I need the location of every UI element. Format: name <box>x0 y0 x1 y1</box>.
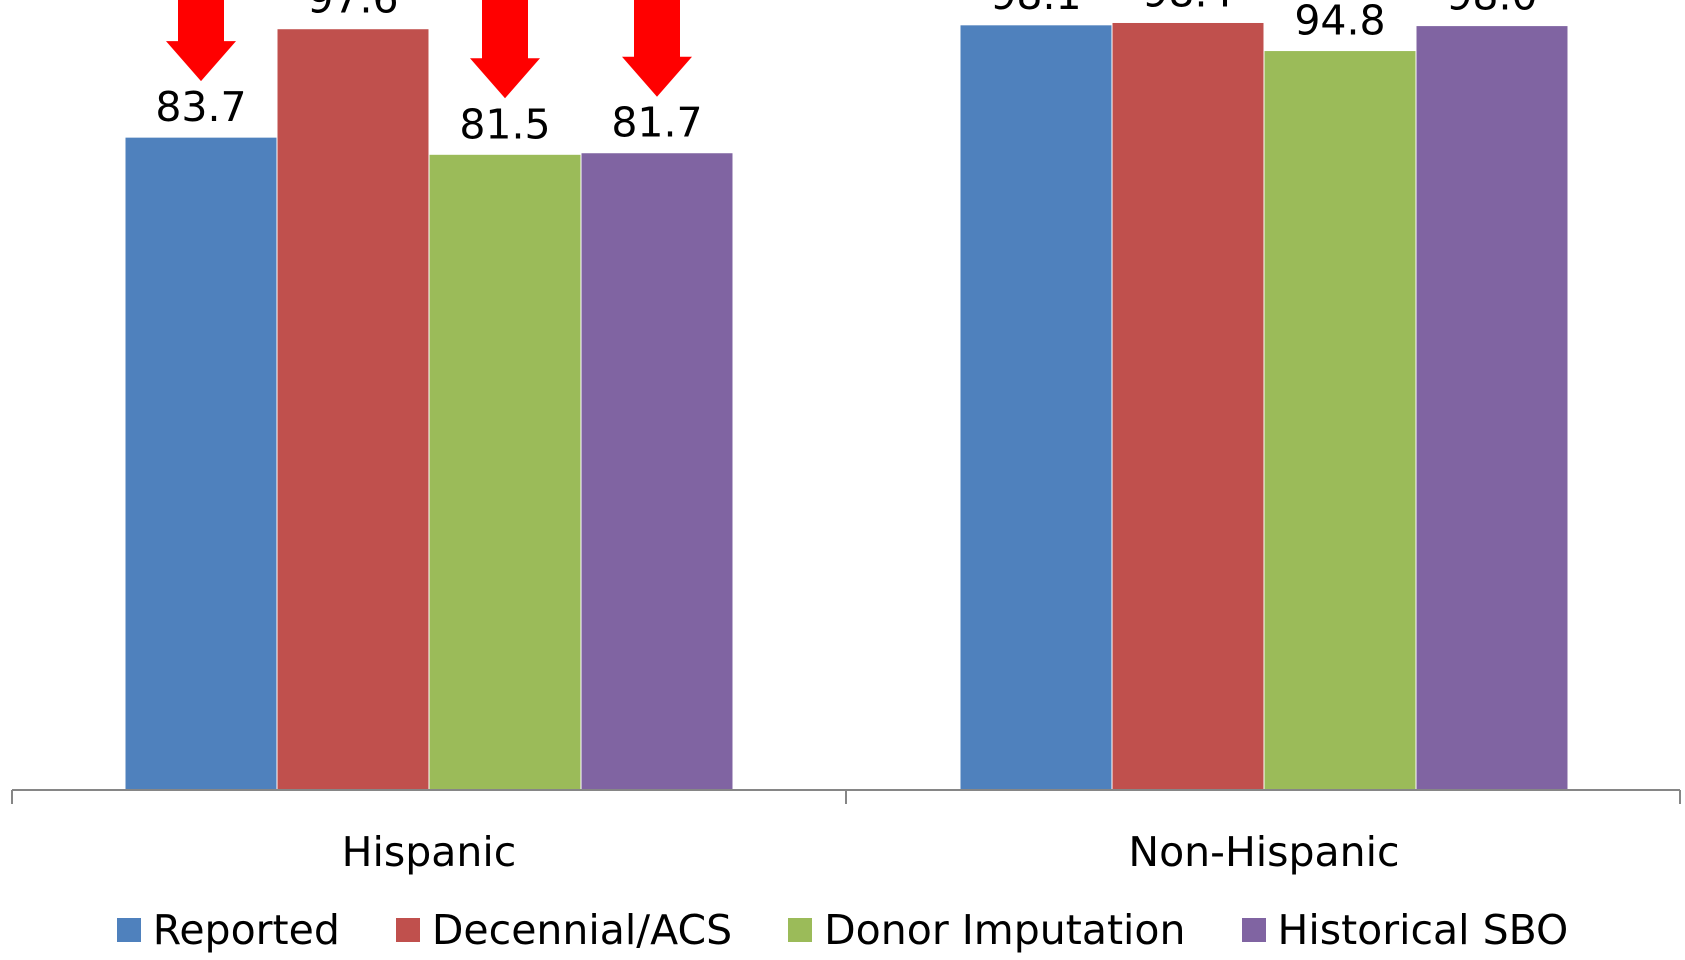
legend-swatch <box>395 918 420 942</box>
x-axis <box>11 789 1681 804</box>
bar-chart: 83.7 97.6 81.5 81.7 98.1 98.4 94.8 98.0 Hispani… <box>11 0 1681 876</box>
data-label: 81.7 <box>611 99 702 147</box>
down-arrow-icon <box>470 0 540 99</box>
bar-reported-non-hispanic <box>959 24 1113 791</box>
legend-item: Reported <box>116 906 340 954</box>
legend-label: Donor Imputation <box>824 906 1186 954</box>
category-label: Non-Hispanic <box>1128 828 1399 876</box>
bars-layer <box>124 21 1569 791</box>
bar-reported-hispanic <box>124 136 278 791</box>
legend-swatch <box>116 918 141 942</box>
legend-swatch <box>1241 918 1266 942</box>
legend-swatch <box>788 918 813 942</box>
data-label: 83.7 <box>155 83 246 131</box>
legend-label: Decennial/ACS <box>431 906 733 954</box>
data-labels-layer: 83.7 97.6 81.5 81.7 98.1 98.4 94.8 98.0 <box>155 0 1537 148</box>
data-label: 97.6 <box>307 0 398 23</box>
bar-donor-imputation-non-hispanic <box>1263 50 1417 791</box>
bar-donor-imputation-hispanic <box>428 153 582 791</box>
legend: Reported Decennial/ACS Donor Imputation His… <box>0 900 1685 960</box>
data-label: 98.4 <box>1142 0 1233 16</box>
data-label: 98.1 <box>990 0 1081 19</box>
bar-decennial-acs-non-hispanic <box>1111 21 1265 791</box>
bar-historical-sbo-non-hispanic <box>1415 25 1569 791</box>
bar-historical-sbo-hispanic <box>580 152 734 791</box>
data-label: 94.8 <box>1294 0 1385 45</box>
data-label: 81.5 <box>459 100 550 148</box>
legend-item: Donor Imputation <box>788 906 1186 954</box>
legend-item: Decennial/ACS <box>395 906 733 954</box>
down-arrow-icon <box>622 0 692 97</box>
data-label: 98.0 <box>1446 0 1537 20</box>
legend-item: Historical SBO <box>1241 906 1569 954</box>
bar-decennial-acs-hispanic <box>276 28 430 791</box>
legend-label: Historical SBO <box>1277 906 1569 954</box>
legend-label: Reported <box>152 906 340 954</box>
down-arrow-icon <box>166 0 236 82</box>
category-labels-layer: Hispanic Non-Hispanic <box>342 828 1400 876</box>
category-label: Hispanic <box>342 828 517 876</box>
arrows-layer <box>166 0 692 99</box>
